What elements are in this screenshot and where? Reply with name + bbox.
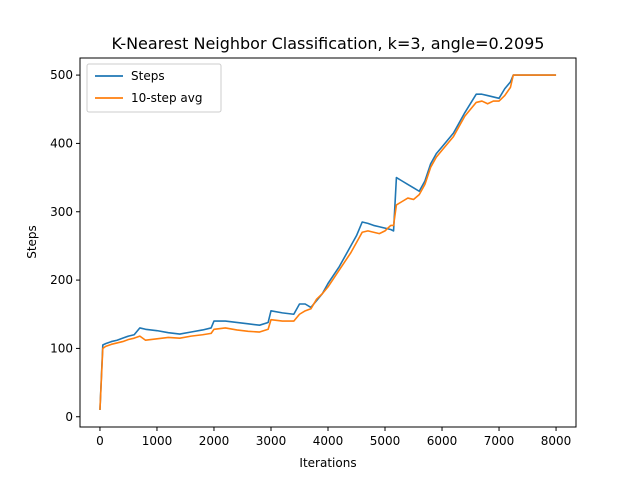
y-tick-label: 400 bbox=[50, 136, 73, 150]
y-tick-label: 0 bbox=[65, 410, 73, 424]
legend: Steps 10-step avg bbox=[86, 63, 222, 113]
series-line-10-step-avg bbox=[99, 74, 557, 410]
series-layer bbox=[99, 74, 557, 410]
series-line-steps bbox=[99, 74, 557, 410]
x-tick-label: 3000 bbox=[256, 434, 287, 448]
y-tick-label: 300 bbox=[50, 205, 73, 219]
x-axis: 0 1000 2000 3000 4000 5000 6000 7000 8000 bbox=[96, 427, 571, 448]
x-tick-label: 4000 bbox=[313, 434, 344, 448]
y-axis: 0 100 200 300 400 500 bbox=[50, 68, 80, 424]
x-axis-title: Iterations bbox=[299, 456, 356, 470]
legend-label-steps: Steps bbox=[131, 69, 165, 83]
y-tick-label: 100 bbox=[50, 341, 73, 355]
x-tick-label: 8000 bbox=[541, 434, 572, 448]
x-tick-label: 1000 bbox=[142, 434, 173, 448]
chart-title: K-Nearest Neighbor Classification, k=3, … bbox=[112, 34, 545, 53]
y-tick-label: 500 bbox=[50, 68, 73, 82]
x-tick-label: 0 bbox=[96, 434, 104, 448]
x-tick-label: 2000 bbox=[199, 434, 230, 448]
x-tick-label: 7000 bbox=[484, 434, 515, 448]
y-axis-title: Steps bbox=[25, 225, 39, 259]
legend-label-10-step-avg: 10-step avg bbox=[131, 91, 202, 105]
y-tick-label: 200 bbox=[50, 273, 73, 287]
x-tick-label: 6000 bbox=[427, 434, 458, 448]
x-tick-label: 5000 bbox=[370, 434, 401, 448]
